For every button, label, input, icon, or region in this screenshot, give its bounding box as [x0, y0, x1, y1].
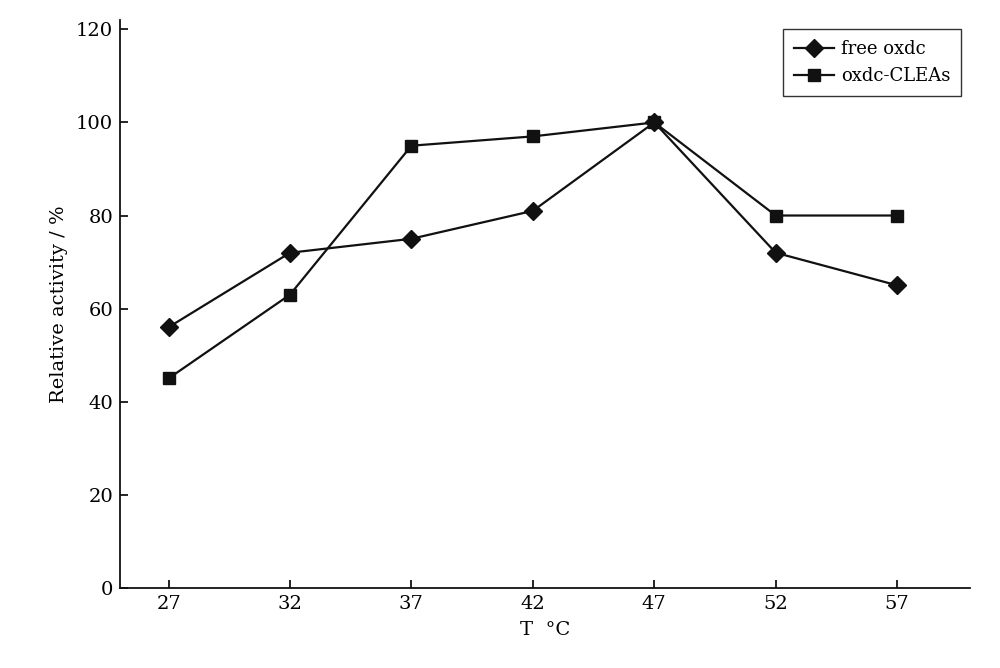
oxdc-CLEAs	[284, 291, 296, 299]
oxdc-CLEAs	[405, 142, 417, 150]
oxdc-CLEAs	[527, 132, 539, 140]
X-axis label: T  °C: T °C	[520, 621, 570, 639]
free oxdc	[163, 323, 175, 331]
oxdc-CLEAs	[770, 212, 782, 220]
free oxdc	[770, 248, 782, 257]
free oxdc	[891, 281, 903, 289]
oxdc-CLEAs	[163, 374, 175, 382]
free oxdc	[527, 207, 539, 215]
oxdc-CLEAs	[891, 212, 903, 220]
free oxdc	[284, 248, 296, 257]
free oxdc	[648, 118, 660, 126]
oxdc-CLEAs	[648, 118, 660, 126]
Line: oxdc-CLEAs: oxdc-CLEAs	[162, 116, 903, 385]
Legend: free oxdc, oxdc-CLEAs: free oxdc, oxdc-CLEAs	[783, 29, 961, 96]
Y-axis label: Relative activity / %: Relative activity / %	[50, 205, 68, 403]
free oxdc	[405, 234, 417, 242]
Line: free oxdc: free oxdc	[162, 116, 903, 333]
